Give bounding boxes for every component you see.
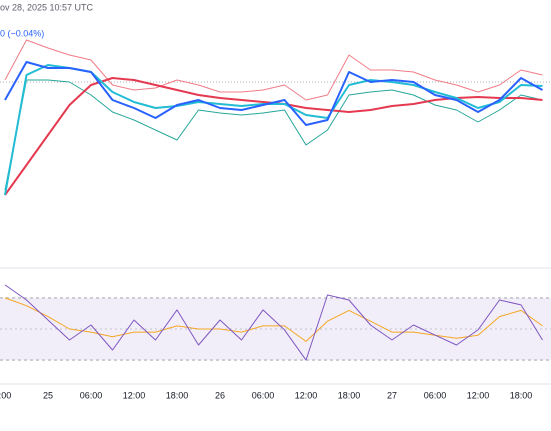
x-tick-label: :00	[0, 390, 11, 400]
x-tick-label: 12:00	[123, 390, 146, 400]
x-tick-label: 12:00	[295, 390, 318, 400]
x-tick-label: 06:00	[80, 390, 103, 400]
change-label: 0 (−0.04%)	[0, 28, 44, 38]
series-line	[4, 284, 543, 361]
series-line	[4, 297, 543, 342]
series-line	[4, 79, 543, 191]
x-tick-label: 12:00	[467, 390, 490, 400]
series-line	[4, 77, 543, 196]
x-tick-label: 27	[387, 390, 397, 400]
x-tick-label: 18:00	[510, 390, 533, 400]
x-tick-label: 18:00	[166, 390, 189, 400]
x-tick-label: 18:00	[338, 390, 361, 400]
series-line	[4, 39, 543, 101]
x-tick-label: 06:00	[424, 390, 447, 400]
series-line	[4, 64, 543, 196]
timestamp: ov 28, 2025 10:57 UTC	[0, 2, 94, 12]
x-tick-label: 06:00	[252, 390, 275, 400]
x-tick-label: 25	[43, 390, 53, 400]
x-tick-label: 26	[215, 390, 225, 400]
series-line	[4, 61, 543, 126]
